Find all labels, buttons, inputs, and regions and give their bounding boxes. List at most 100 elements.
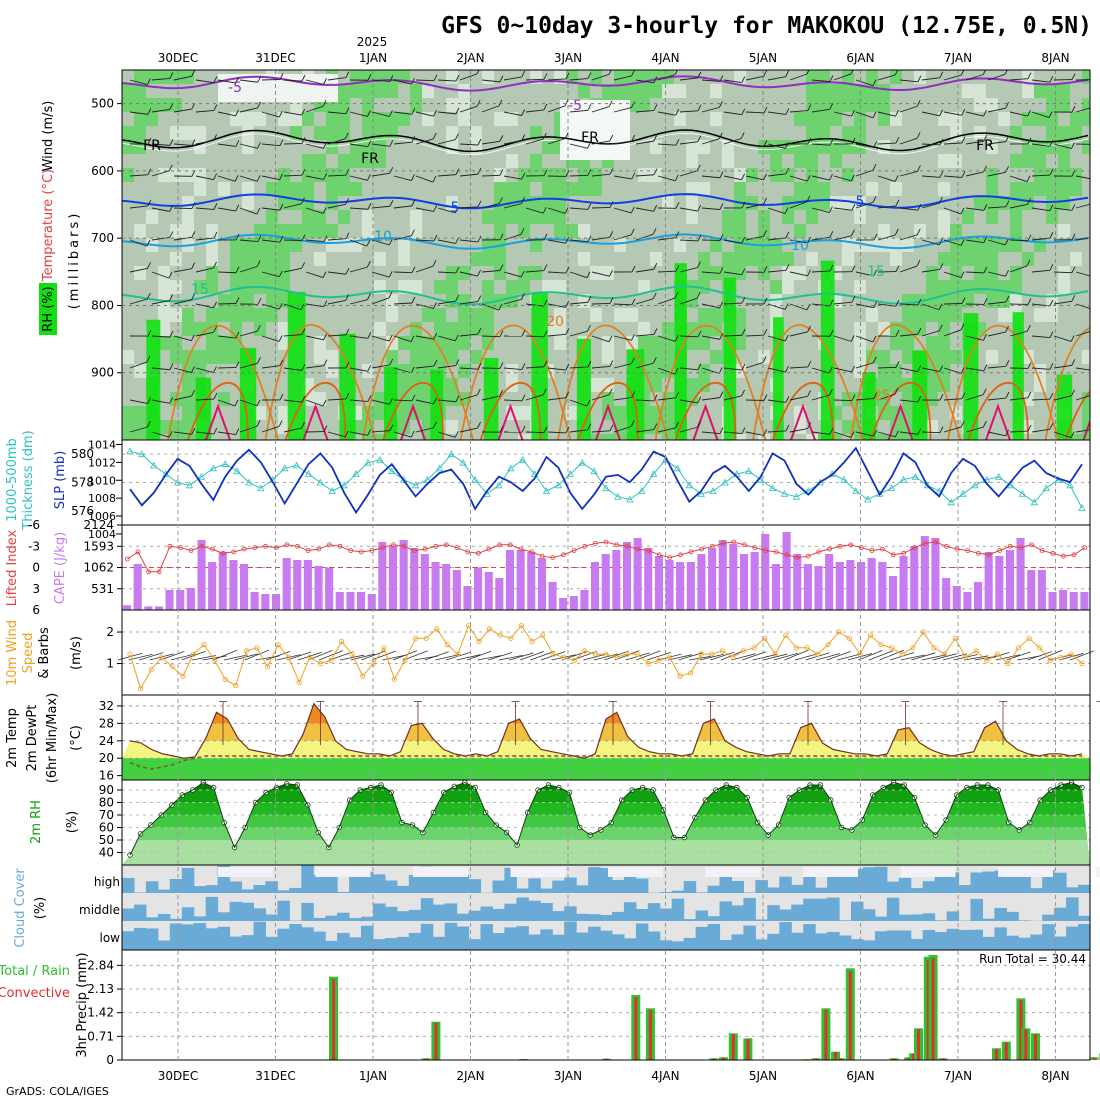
- rh-cell: [1022, 84, 1034, 98]
- rh-cell: [578, 84, 590, 98]
- wind-barb-flag: [477, 295, 482, 302]
- rh-cell: [650, 350, 662, 364]
- rh-cell: [554, 336, 566, 350]
- wind-barb-flag: [609, 270, 613, 277]
- rh-cell: [326, 350, 338, 364]
- wind-barb-flag: [741, 108, 746, 115]
- wind10-point: [677, 673, 683, 679]
- wind10-barb: [667, 654, 693, 661]
- cloud-cell: [970, 898, 983, 921]
- cape-bar: [665, 560, 674, 610]
- rh-cell: [458, 98, 470, 112]
- wind-barb: [1053, 335, 1072, 342]
- wind-barb: [195, 367, 214, 373]
- wind-barb-flag: [367, 140, 372, 147]
- wind-barb-flag: [411, 174, 415, 181]
- wind-barb: [1009, 397, 1028, 401]
- wind-barb-flag: [829, 264, 834, 272]
- cloud-cell: [874, 916, 888, 921]
- rh-cell: [554, 224, 566, 238]
- rh-cell: [446, 336, 458, 350]
- wind-barb-flag: [1093, 324, 1096, 330]
- wind10-title-1: 10m Wind: [5, 620, 20, 686]
- cloud-clear-patch: [1095, 867, 1100, 877]
- rh-fill-band: [147, 815, 1087, 828]
- wind-barb-flag: [432, 175, 437, 183]
- wind-barb: [283, 203, 302, 209]
- thickness-point: [768, 484, 777, 492]
- cloud-cell: [145, 917, 159, 921]
- rh-tick-label: 40: [99, 846, 114, 860]
- rh-cell: [830, 98, 842, 112]
- rh-cell: [986, 182, 998, 196]
- rh-cell: [518, 434, 530, 440]
- wind-barb-flag: [213, 104, 218, 111]
- wind10-point: [931, 645, 937, 651]
- isotherm-20: [1044, 326, 1090, 440]
- wind-barb: [1053, 431, 1072, 439]
- rh-tick-label: 60: [99, 821, 114, 835]
- cloud-cell: [396, 911, 410, 921]
- wind-barb: [173, 108, 192, 113]
- wind-barb: [305, 335, 324, 341]
- cloud-cell: [540, 929, 553, 950]
- wind-barb-flag: [586, 399, 591, 407]
- wind-barb-flag: [983, 109, 987, 117]
- rh-cell: [374, 140, 386, 154]
- thickness-point: [376, 455, 384, 463]
- wind-barb-flag: [1093, 389, 1096, 395]
- isotherm-label: 10: [374, 229, 392, 245]
- cape-bar: [431, 562, 440, 610]
- wind-barb: [877, 393, 896, 401]
- wind-barb-flag: [763, 297, 768, 305]
- isotherm-25: [187, 381, 249, 440]
- rh-cell: [482, 336, 494, 350]
- wind-barb: [833, 207, 852, 211]
- rh-tick-label: 80: [99, 796, 114, 810]
- rh-cell: [542, 280, 554, 294]
- rh-bright: [483, 357, 499, 440]
- cape-bar: [548, 582, 557, 610]
- wind-barb-flag: [961, 109, 966, 116]
- rh-cell: [170, 336, 182, 350]
- wind-barb: [811, 207, 830, 213]
- cloud-cell: [1042, 924, 1055, 950]
- wind-barb-flag: [829, 173, 833, 181]
- rh-cell: [698, 308, 710, 322]
- wind-barb: [789, 331, 808, 337]
- wind10-point: [127, 651, 133, 657]
- cape-tick-label: 2124: [83, 518, 114, 532]
- wind-barb: [261, 207, 280, 211]
- wind-barb-flag: [499, 390, 504, 397]
- wind-barb: [899, 170, 918, 177]
- rh-cell: [134, 406, 146, 420]
- thickness-point: [495, 481, 503, 489]
- wind-barb: [437, 399, 456, 403]
- rh-cell: [254, 112, 266, 126]
- wind-barb: [613, 107, 632, 113]
- cloud-cell: [994, 927, 1007, 950]
- cape-bar: [367, 594, 376, 610]
- wind10-barb: [995, 654, 1021, 661]
- rh-bright: [195, 377, 212, 440]
- cloud-unit: (%): [33, 897, 48, 920]
- wind-barb: [173, 268, 192, 273]
- rh-cell: [1034, 84, 1046, 98]
- wind-barb-flag: [895, 136, 900, 144]
- cloud-cell: [528, 900, 541, 921]
- rh-cell: [902, 336, 914, 350]
- wind-barb-flag: [191, 231, 196, 238]
- rh-cell: [974, 238, 986, 252]
- cloud-cell: [193, 886, 207, 893]
- li-point: [997, 548, 1002, 553]
- wind-barb-flag: [829, 138, 834, 146]
- rh-cell: [782, 280, 794, 294]
- cape-bar: [325, 568, 334, 610]
- cape-bar: [708, 548, 717, 610]
- wind-barb-flag: [191, 428, 196, 435]
- wind-barb: [1053, 300, 1072, 305]
- wind10-barb: [847, 653, 872, 661]
- rh-cell: [662, 434, 674, 440]
- wind-barb: [701, 303, 720, 309]
